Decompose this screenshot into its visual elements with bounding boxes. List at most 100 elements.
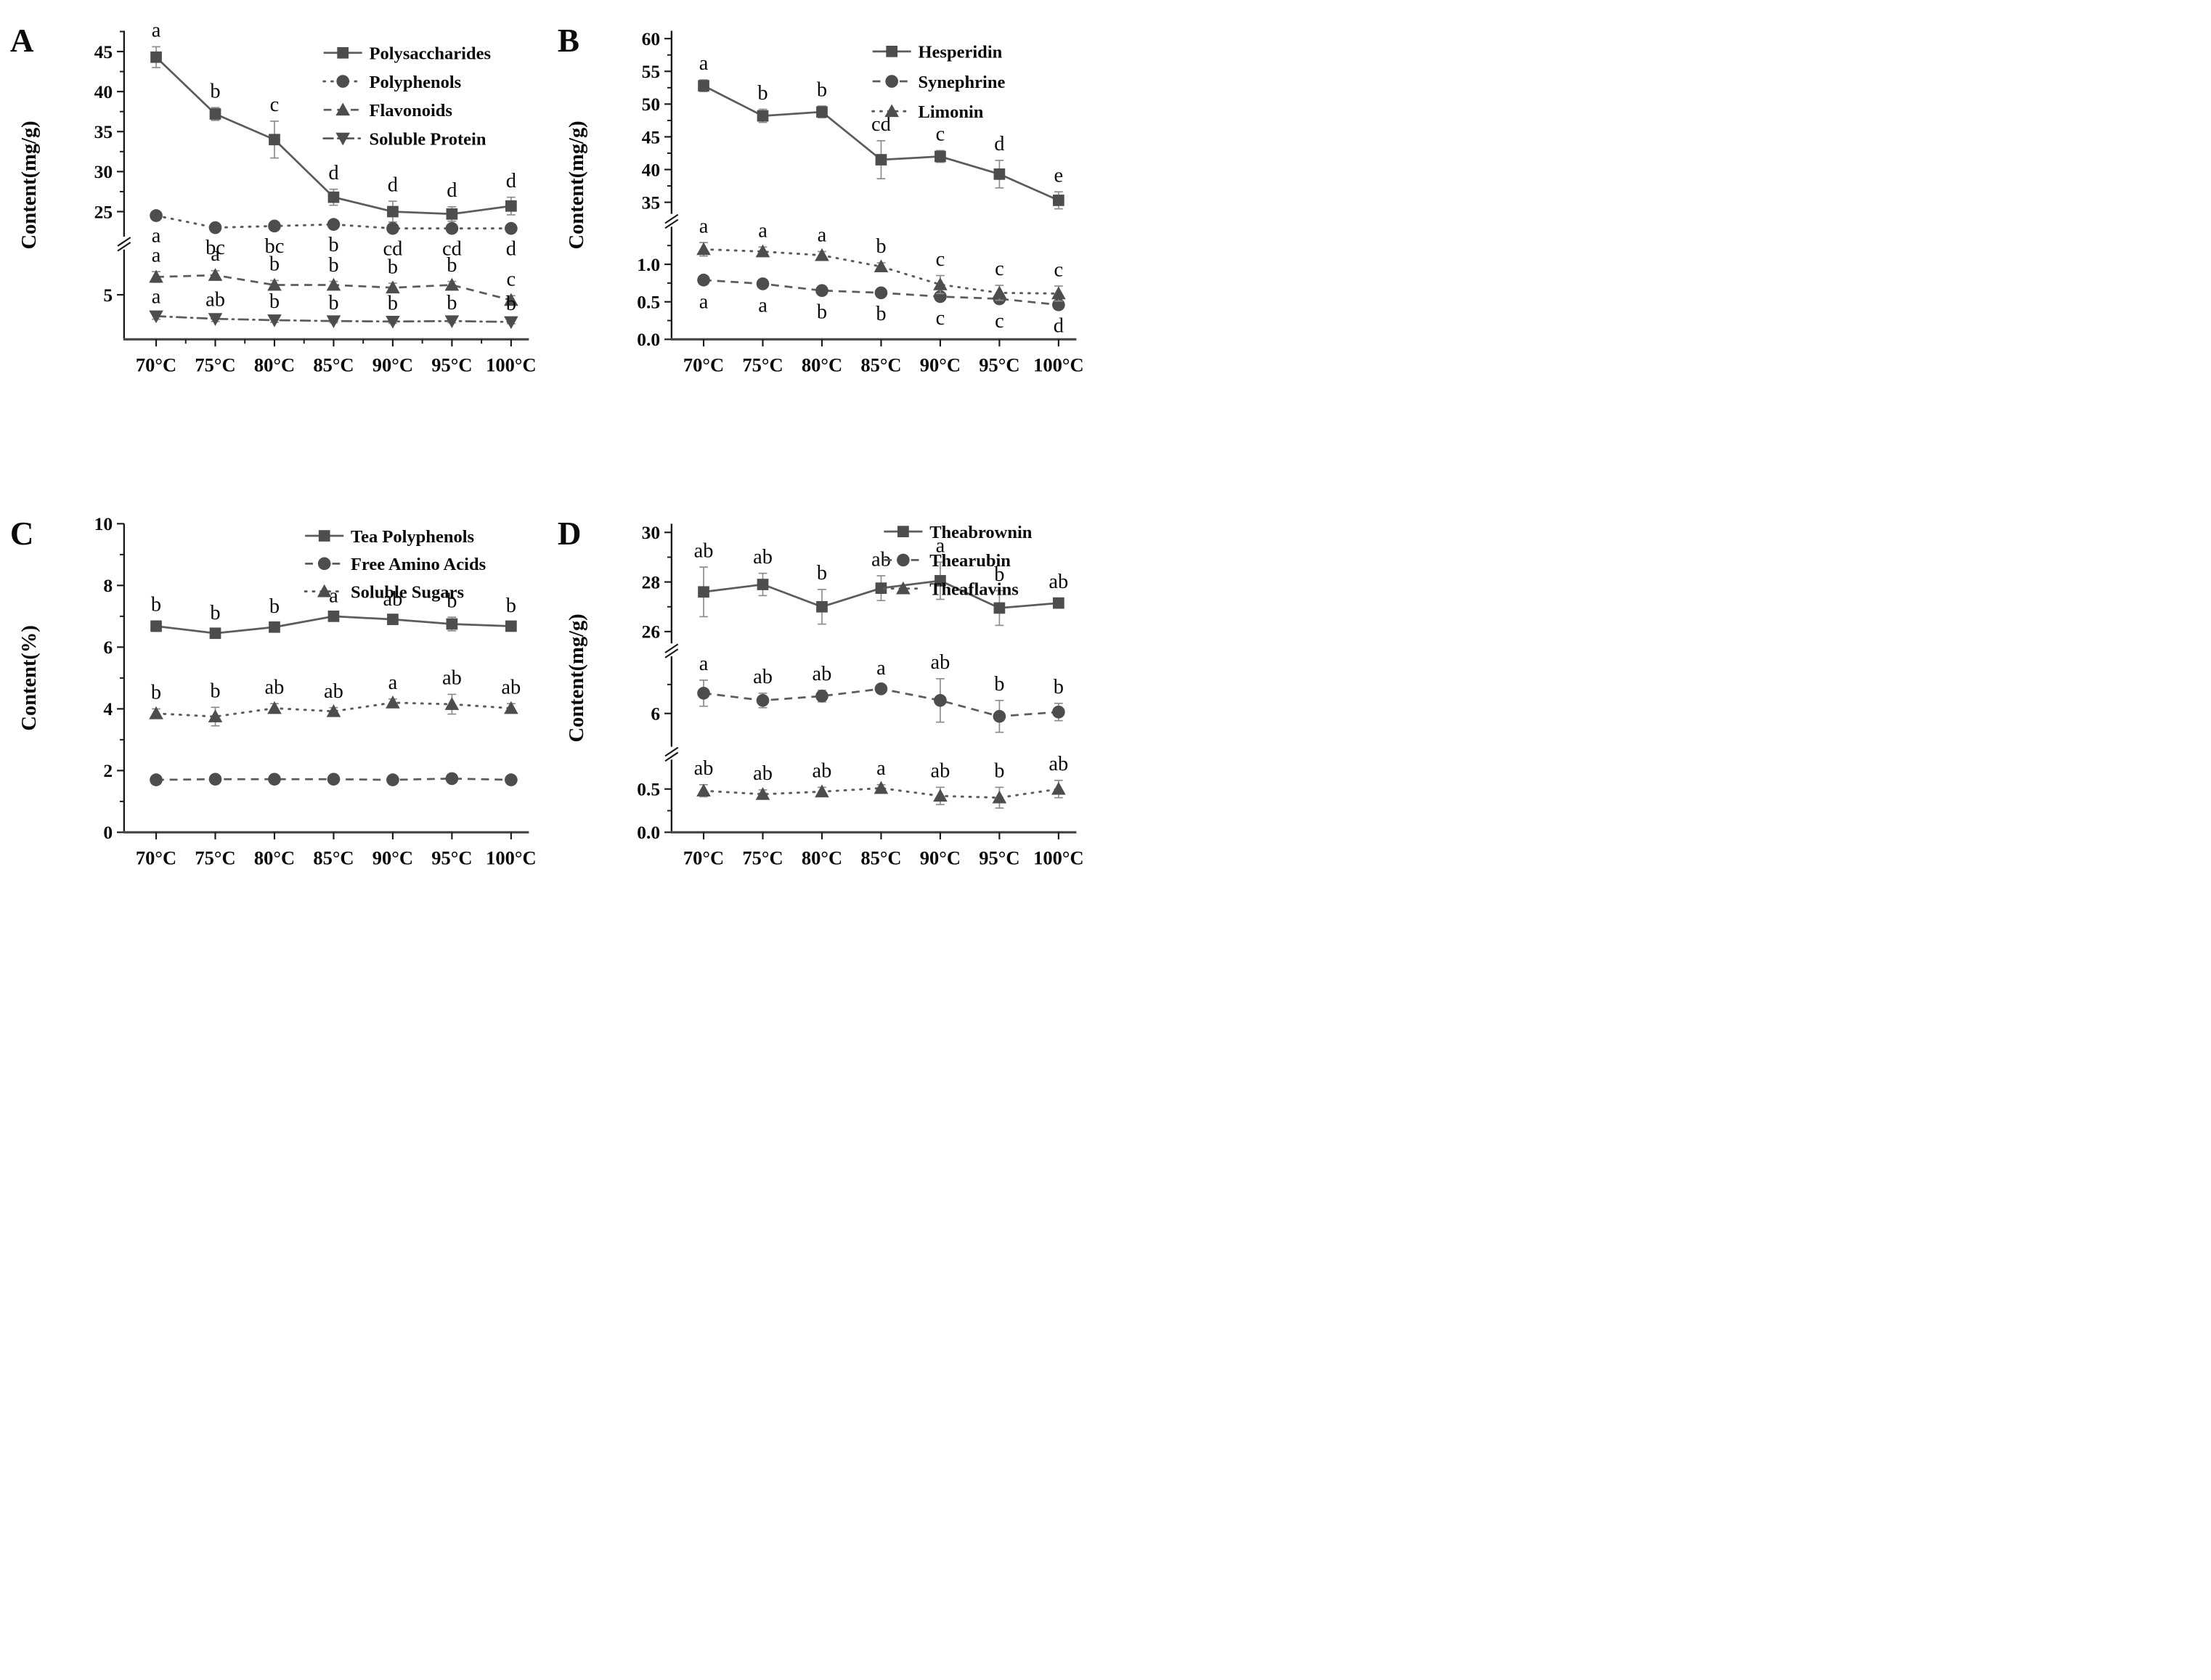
axis-break-mark xyxy=(664,219,679,229)
legend-marker-triangle-down-icon xyxy=(335,132,351,146)
sig-letter: b xyxy=(269,253,280,276)
legend-item-soluble-sugars: Soluble Sugars xyxy=(304,583,464,603)
x-tick-label: 75°C xyxy=(742,847,783,869)
x-axis: 70°C 75°C 80°C 85°C 90°C 95°C 100°C xyxy=(136,339,537,376)
sig-letter: c xyxy=(995,258,1004,280)
y-tick-label: 30 xyxy=(94,161,113,182)
y-tick-label: 0 xyxy=(103,823,113,844)
legend-marker-triangle-up-icon xyxy=(896,582,911,595)
sig-letter: a xyxy=(818,224,827,247)
series-synephrine-marker xyxy=(815,284,828,298)
sig-letter: d xyxy=(328,162,338,184)
sig-letter: a xyxy=(152,285,161,308)
series-limonin-marker xyxy=(1051,286,1066,300)
sig-letter: a xyxy=(699,653,709,675)
y-tick-label: 8 xyxy=(103,576,113,597)
sig-letter: c xyxy=(936,248,945,271)
panel-a-chart: A Content(mg/g) 25 30 35 40 45 5 70°C 75°C 80°C 85°… xyxy=(10,20,537,376)
y-tick-label: 25 xyxy=(94,201,113,222)
series-soluble-sugars-marker xyxy=(386,696,400,709)
series-flavonoids-marker xyxy=(504,293,518,306)
y-tick-label: 2 xyxy=(103,761,113,782)
series-free-amino-acids-marker xyxy=(327,772,341,786)
sig-letter: ab xyxy=(753,763,773,786)
legend-marker-circle-icon xyxy=(885,75,899,88)
series-theaflavins: ab ab ab a ab b ab xyxy=(694,753,1068,810)
legend-marker-circle-icon xyxy=(317,557,331,571)
x-tick-label: 80°C xyxy=(254,354,295,376)
legend-marker-square-icon xyxy=(886,45,898,57)
sig-letter: c xyxy=(270,94,280,116)
x-tick-label: 85°C xyxy=(860,847,901,869)
series-thearubin-marker xyxy=(874,682,888,696)
sig-letter: ab xyxy=(753,546,773,568)
series-soluble-sugars-marker xyxy=(149,706,163,719)
sig-letter: d xyxy=(388,174,398,196)
series-thearubin: a ab ab a ab b b xyxy=(697,651,1065,733)
series-theaflavins-marker xyxy=(696,783,711,797)
y-axis-title: Content(mg/g) xyxy=(18,121,41,249)
sig-letter: ab xyxy=(324,680,343,703)
sig-letter: d xyxy=(994,133,1004,155)
series-theabrownin-marker xyxy=(993,602,1006,614)
sig-letter: a xyxy=(152,225,161,248)
y-tick-label: 6 xyxy=(103,637,113,658)
series-flavonoids-marker xyxy=(326,277,341,291)
series-flavonoids-marker xyxy=(149,269,163,283)
series-free-amino-acids-marker xyxy=(150,773,163,787)
series-hesperidin-marker xyxy=(935,150,946,163)
sig-letter: ab xyxy=(383,588,402,611)
sig-letter: ab xyxy=(930,760,950,783)
y-tick-label: 35 xyxy=(94,121,113,142)
legend-label: Limonin xyxy=(918,102,983,122)
sig-letter: b xyxy=(210,80,220,102)
x-tick-label: 70°C xyxy=(136,847,176,869)
series-theabrownin-marker xyxy=(935,575,946,587)
x-tick-label: 100°C xyxy=(486,847,537,869)
legend-marker-triangle-up-icon xyxy=(317,584,332,598)
panel-c-chart: C Content(%) 0 2 4 6 8 10 70°C 75°C 80°C 85°C 90°C 95… xyxy=(10,514,537,869)
y-tick-label: 30 xyxy=(642,522,661,543)
series-thearubin-marker xyxy=(1052,706,1065,719)
legend-marker-triangle-up-icon xyxy=(335,102,351,116)
x-tick-label: 100°C xyxy=(1033,354,1084,376)
axis-break-mark xyxy=(117,241,131,252)
x-tick-label: 90°C xyxy=(372,847,413,869)
legend-marker-triangle-up-icon xyxy=(884,104,899,118)
legend-item-limonin: Limonin xyxy=(871,102,984,122)
series-synephrine-marker xyxy=(874,286,888,300)
sig-letter: b xyxy=(328,234,338,256)
axis-break-mark xyxy=(664,643,679,654)
legend-label: Polysaccharides xyxy=(370,44,492,64)
sig-letter: ab xyxy=(813,760,832,783)
series-soluble-protein-marker xyxy=(208,313,223,326)
sig-letter: ab xyxy=(694,757,714,780)
sig-letter: a xyxy=(699,52,709,75)
series-limonin-marker xyxy=(815,248,829,261)
sig-letter: ab xyxy=(501,677,521,699)
y-tick-label: 0.5 xyxy=(637,779,660,800)
x-tick-label: 95°C xyxy=(979,847,1019,869)
x-tick-label: 90°C xyxy=(920,354,961,376)
sig-letter: b xyxy=(210,680,220,703)
x-tick-label: 95°C xyxy=(431,847,472,869)
y-axis: 35 40 45 50 55 60 0.0 0.5 1.0 xyxy=(637,28,679,350)
sig-letter: b xyxy=(269,290,280,313)
x-tick-label: 90°C xyxy=(920,847,961,869)
sig-letter: b xyxy=(994,673,1004,696)
sig-letter: a xyxy=(936,535,945,558)
sig-letter: ab xyxy=(442,667,462,690)
sig-letter: b xyxy=(817,78,827,101)
series-hesperidin-marker xyxy=(816,106,828,118)
series-free-amino-acids-marker xyxy=(445,772,459,786)
x-tick-label: 70°C xyxy=(683,847,724,869)
sig-letter: a xyxy=(699,290,709,313)
series-polysaccharides-marker xyxy=(269,134,280,146)
y-tick-label: 40 xyxy=(642,159,661,180)
sig-letter: b xyxy=(210,602,220,624)
y-tick-label: 4 xyxy=(103,699,113,720)
panel-D: D Content(mg/g) 26 28 30 6 0.0 0.5 70°C 75°C 80°C 8… xyxy=(550,499,1092,912)
series-free-amino-acids xyxy=(150,772,518,787)
x-tick-label: 85°C xyxy=(313,354,354,376)
sig-letter: c xyxy=(936,307,945,330)
